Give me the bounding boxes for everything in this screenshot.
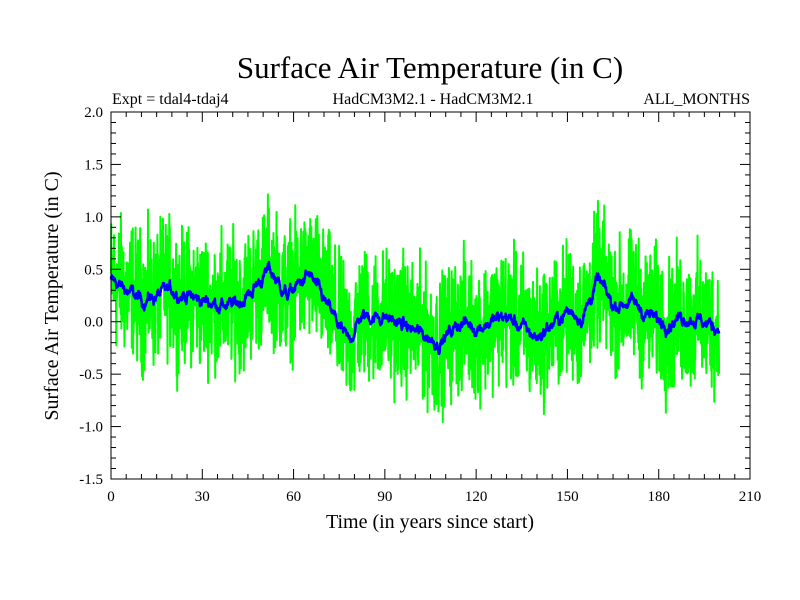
y-tick-label: -0.5 — [79, 367, 103, 383]
subtitle-models: HadCM3M2.1 - HadCM3M2.1 — [333, 91, 534, 108]
x-tick-label: 0 — [107, 489, 115, 505]
y-tick-label: 0.5 — [84, 262, 103, 278]
x-tick-label: 90 — [377, 489, 392, 505]
x-tick-label: 210 — [739, 489, 762, 505]
y-tick-labels: -1.5 -1.0 -0.5 0.0 0.5 1.0 1.5 2.0 — [79, 105, 103, 488]
x-tick-label: 120 — [465, 489, 488, 505]
y-tick-label: 2.0 — [84, 105, 103, 121]
y-axis-label: Surface Air Temperature (in C) — [41, 171, 63, 420]
y-tick-label: 1.5 — [84, 157, 103, 173]
plot-area — [109, 193, 721, 424]
y-tick-label: -1.0 — [79, 420, 103, 436]
axis-ticks — [110, 111, 751, 480]
subtitle-months: ALL_MONTHS — [643, 91, 750, 108]
x-axis-label: Time (in years since start) — [326, 511, 534, 533]
y-tick-label: -1.5 — [79, 472, 103, 488]
y-tick-label: 0.0 — [84, 315, 103, 331]
y-tick-label: 1.0 — [84, 210, 103, 226]
subtitle-expt: Expt = tdal4-tdaj4 — [112, 91, 229, 108]
x-tick-label: 60 — [286, 489, 301, 505]
x-tick-label: 150 — [556, 489, 579, 505]
series-smoothed-line — [109, 260, 721, 356]
x-tick-label: 30 — [195, 489, 210, 505]
chart-title: Surface Air Temperature (in C) — [237, 50, 623, 85]
x-tick-labels: 0 30 60 90 120 150 180 210 — [107, 489, 761, 505]
x-tick-label: 180 — [647, 489, 670, 505]
